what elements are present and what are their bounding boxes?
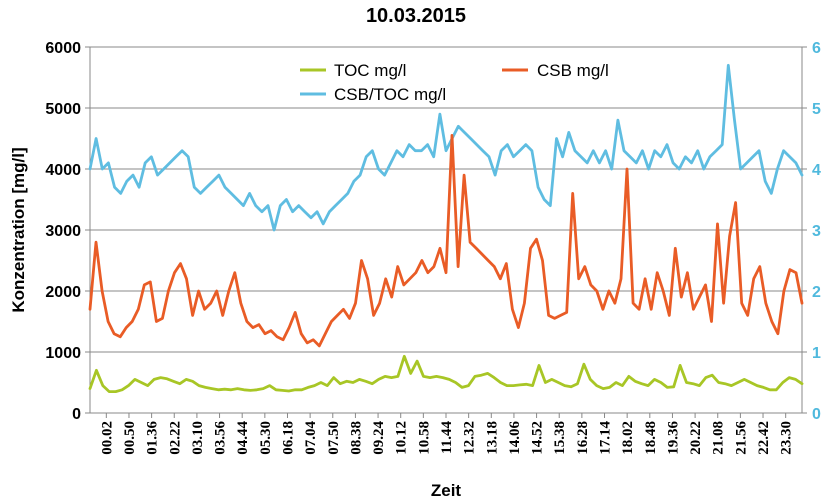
x-tick-label: 00.02	[99, 421, 115, 455]
x-tick-label: 06.18	[280, 421, 296, 455]
x-tick-label: 04.44	[235, 421, 251, 455]
x-tick-label: 00.50	[122, 421, 138, 455]
y-axis-label: Konzentration [mg/l]	[9, 147, 28, 312]
x-tick-label: 08.38	[348, 421, 364, 455]
x-tick-label: 10.58	[416, 421, 432, 455]
x-tick-label: 23.30	[779, 421, 795, 455]
series-line-toc	[88, 354, 804, 393]
y2-tick-label: 5	[812, 101, 821, 118]
x-tick-label: 07.50	[326, 421, 342, 455]
x-tick-label: 05.30	[258, 421, 274, 455]
chart-title: 10.03.2015	[366, 5, 466, 27]
x-tick-label: 18.02	[620, 421, 636, 455]
y-tick-label: 2000	[45, 284, 81, 301]
y2-tick-label: 4	[812, 162, 821, 179]
legend-item-ratio: CSB/TOC mg/l	[300, 85, 446, 104]
y2-tick-label: 2	[812, 284, 821, 301]
y2-tick-label: 1	[812, 345, 821, 362]
y-tick-label: 6000	[45, 40, 81, 57]
y-axis-left: 0 1000 2000 3000 4000 5000 6000	[45, 40, 90, 423]
y-tick-label: 3000	[45, 223, 81, 240]
x-tick-label: 03.10	[190, 421, 206, 455]
x-tick-label: 09.24	[371, 421, 387, 455]
y-axis-right: 0 1 2 3 4 5 6	[802, 40, 821, 423]
x-tick-label: 21.56	[733, 421, 749, 455]
x-tick-label: 14.06	[507, 421, 523, 455]
y-tick-label: 5000	[45, 101, 81, 118]
x-tick-label: 21.08	[711, 421, 727, 455]
x-tick-label: 10.12	[394, 421, 410, 455]
x-tick-label: 07.04	[303, 421, 319, 455]
x-tick-label: 16.28	[575, 421, 591, 455]
x-tick-label: 03.56	[213, 421, 229, 455]
x-tick-label: 13.18	[484, 421, 500, 455]
x-axis: 00.02 00.50 01.36 02.22 03.10 03.56 04.44 05.30…	[99, 413, 795, 455]
legend-item-csb: CSB mg/l	[502, 61, 609, 80]
series-lines	[88, 63, 804, 393]
legend: TOC mg/l CSB mg/l CSB/TOC mg/l	[300, 61, 609, 104]
legend-item-toc: TOC mg/l	[300, 61, 406, 80]
x-tick-label: 19.36	[665, 421, 681, 455]
legend-label-toc: TOC mg/l	[334, 61, 406, 80]
x-tick-label: 12.32	[462, 421, 478, 455]
x-tick-label: 01.36	[145, 421, 161, 455]
y2-tick-label: 0	[812, 406, 821, 423]
x-tick-label: 17.14	[598, 421, 614, 455]
x-tick-label: 18.48	[643, 421, 659, 455]
x-tick-label: 15.38	[552, 421, 568, 455]
series-line-ratio	[88, 63, 804, 232]
legend-label-ratio: CSB/TOC mg/l	[334, 85, 446, 104]
legend-label-csb: CSB mg/l	[537, 61, 609, 80]
y2-tick-label: 6	[812, 40, 821, 57]
x-tick-label: 14.52	[530, 421, 546, 455]
x-axis-label: Zeit	[431, 481, 462, 500]
x-tick-label: 11.44	[439, 421, 455, 454]
series-line-csb	[88, 134, 804, 348]
x-tick-label: 22.42	[756, 421, 772, 455]
y-tick-label: 1000	[45, 345, 81, 362]
y-tick-label: 0	[72, 406, 81, 423]
y-tick-label: 4000	[45, 162, 81, 179]
x-tick-label: 20.22	[688, 421, 704, 455]
y2-tick-label: 3	[812, 223, 821, 240]
x-tick-label: 02.22	[167, 421, 183, 455]
